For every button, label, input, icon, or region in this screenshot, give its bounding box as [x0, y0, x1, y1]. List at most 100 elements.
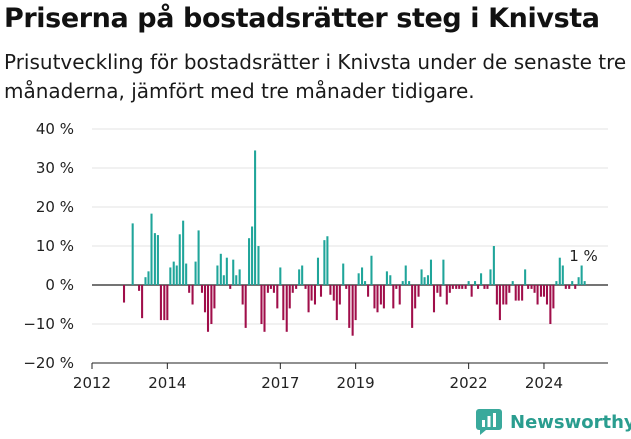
bar [474, 281, 477, 285]
y-tick-label: 20 % [36, 198, 74, 216]
bar [338, 285, 341, 305]
bar [552, 285, 555, 309]
bar [580, 265, 583, 285]
bar [439, 285, 442, 297]
bar [216, 265, 219, 285]
bar [153, 233, 156, 285]
bar [326, 236, 329, 285]
bar [408, 281, 411, 285]
bar [558, 257, 561, 285]
bar [539, 285, 542, 297]
bar [495, 285, 498, 305]
bar [364, 281, 367, 285]
bar [257, 246, 260, 285]
bar [376, 285, 379, 313]
bar [568, 285, 571, 289]
bar [335, 285, 338, 321]
bar [367, 285, 370, 297]
bar [486, 285, 489, 289]
bar [426, 275, 430, 285]
bar [505, 285, 508, 305]
bar [131, 223, 134, 285]
bar [251, 226, 254, 285]
bar [527, 285, 530, 289]
bar [448, 285, 451, 293]
x-tick-label: 2017 [261, 374, 299, 392]
y-tick-label: 30 % [36, 159, 74, 177]
bar [451, 285, 454, 289]
y-axis-labels: −20 % −10 % 0 % 10 % 20 % 30 % 40 % [23, 120, 74, 372]
bar [141, 285, 144, 319]
bar [188, 285, 191, 293]
bar [310, 285, 313, 301]
annotation-label: 1 % [569, 247, 598, 265]
x-axis: 2012 2014 2017 2019 2022 2024 [73, 362, 608, 392]
bar [521, 285, 524, 301]
bar [467, 281, 470, 285]
chart-title: Priserna på bostadsrätter steg i Knivsta [4, 3, 600, 34]
bar [542, 285, 546, 297]
bar [156, 235, 159, 285]
bar [203, 285, 207, 313]
bar [316, 257, 320, 285]
bar [379, 285, 382, 305]
y-tick-label: 10 % [36, 237, 74, 255]
bar [583, 281, 586, 285]
bar [248, 238, 251, 285]
bar [241, 285, 244, 305]
bar [150, 213, 153, 285]
bar [370, 255, 373, 285]
bar [235, 275, 238, 285]
bar [238, 269, 241, 285]
bar [291, 285, 294, 293]
bar [122, 285, 126, 303]
bar [498, 285, 501, 321]
bar [332, 285, 335, 301]
bar [404, 265, 407, 285]
bar [345, 285, 348, 289]
bar [254, 150, 257, 285]
bar [210, 285, 213, 324]
bar [323, 240, 326, 285]
bar [461, 285, 464, 289]
bar [373, 285, 376, 309]
bar [266, 285, 269, 293]
bar [414, 285, 417, 309]
x-tick-label: 2012 [73, 374, 111, 392]
bar [483, 285, 486, 289]
bar [185, 263, 188, 285]
bar [477, 285, 480, 289]
brand-name: Newsworthy [510, 411, 631, 433]
bar [357, 273, 360, 285]
bar [175, 265, 178, 285]
bar [232, 259, 235, 285]
bar [420, 269, 423, 285]
bar [222, 275, 225, 285]
x-tick-label: 2019 [337, 374, 375, 392]
y-tick-label: 0 % [45, 276, 74, 294]
bar [229, 285, 232, 289]
bar [182, 220, 185, 285]
bar [464, 285, 467, 289]
bar [574, 285, 577, 289]
bar [382, 285, 385, 309]
bar [561, 265, 564, 285]
bar [178, 234, 181, 285]
bar [492, 246, 495, 285]
bar [313, 285, 317, 305]
bar [508, 285, 511, 293]
bar [159, 285, 162, 321]
bar [304, 285, 307, 289]
bar-chart: −20 %−10 %0 %10 %20 %30 %40 % 2012 2014 20… [23, 120, 608, 392]
bar [536, 285, 539, 305]
bar [276, 285, 279, 309]
bar [389, 275, 392, 285]
y-tick-label: −20 % [23, 354, 74, 372]
bar [282, 285, 285, 321]
newsworthy-logo[interactable]: Newsworthy [476, 406, 631, 438]
bar [549, 285, 552, 324]
bar [571, 281, 574, 285]
bar [147, 271, 150, 285]
bar [269, 285, 272, 289]
bar [385, 271, 388, 285]
